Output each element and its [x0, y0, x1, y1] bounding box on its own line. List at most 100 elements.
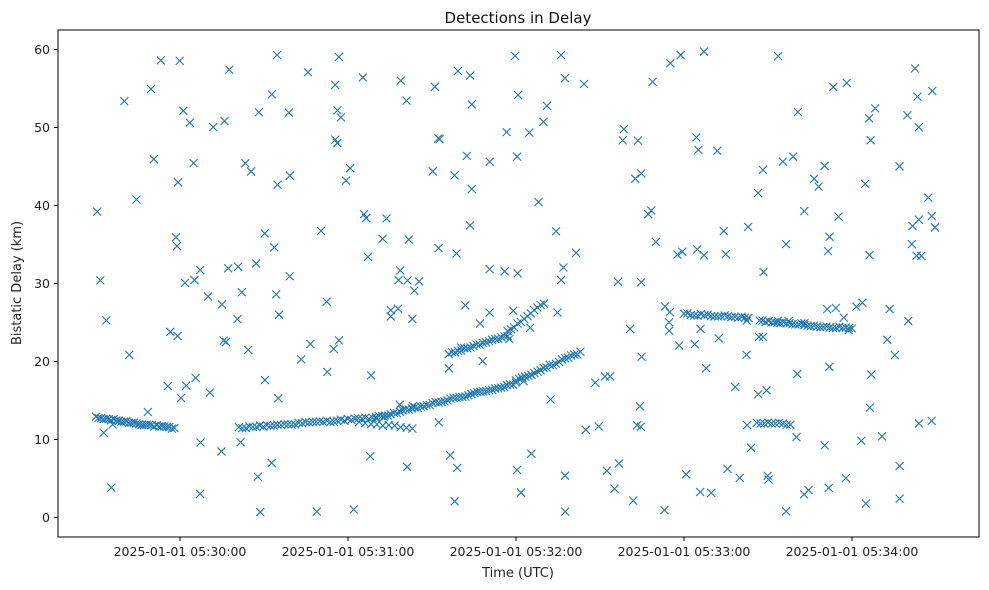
detection-point — [782, 420, 792, 430]
detection-point — [720, 311, 730, 320]
detection-point — [350, 414, 360, 424]
detection-point — [557, 355, 567, 364]
detection-point — [108, 420, 118, 429]
y-tick-label: 0 — [42, 510, 50, 525]
detection-point — [614, 459, 624, 468]
detection-point — [253, 472, 263, 482]
detection-point — [733, 313, 743, 323]
detection-point — [280, 419, 289, 429]
detection-point — [467, 99, 477, 109]
detection-point — [170, 423, 179, 433]
detection-point — [513, 268, 523, 278]
detection-point — [146, 84, 156, 94]
detection-point — [460, 300, 470, 310]
detection-point — [366, 371, 376, 380]
plot-area — [57, 29, 980, 538]
detection-point — [793, 107, 803, 117]
detection-point — [485, 308, 494, 317]
detection-point — [553, 308, 562, 317]
detection-point — [510, 51, 520, 61]
detection-point — [322, 297, 332, 307]
detection-point — [496, 383, 506, 392]
detection-point — [590, 378, 600, 388]
detection-point — [508, 306, 518, 316]
detection-point — [610, 484, 619, 494]
detection-point — [271, 289, 281, 299]
detection-point — [287, 420, 296, 429]
detection-point — [465, 71, 475, 80]
y-axis-label: Bistatic Delay (km) — [10, 221, 25, 345]
detection-point — [803, 321, 812, 330]
detection-point — [237, 287, 247, 297]
detection-point — [699, 47, 709, 56]
detection-point — [106, 483, 116, 493]
detection-point — [99, 428, 109, 438]
detection-point — [221, 337, 231, 347]
detection-point — [828, 82, 838, 92]
detection-point — [551, 226, 561, 236]
detection-point — [465, 221, 475, 230]
detection-point — [453, 66, 463, 76]
detection-point — [548, 360, 558, 370]
detection-point — [636, 422, 646, 432]
detection-point — [885, 304, 895, 314]
detection-point — [185, 118, 195, 128]
detection-point — [382, 214, 391, 223]
detection-point — [834, 212, 843, 221]
detection-point — [460, 392, 470, 401]
detection-point — [903, 110, 912, 120]
detection-point — [334, 335, 344, 345]
detection-point — [628, 496, 638, 506]
detection-point — [542, 101, 552, 111]
detection-point — [396, 76, 406, 85]
detection-point — [569, 350, 579, 359]
detection-point — [505, 380, 515, 389]
x-tick-label: 2025-01-01 05:30:00 — [114, 544, 247, 559]
detection-point — [189, 158, 198, 168]
detection-point — [781, 239, 791, 249]
detection-point — [773, 316, 783, 326]
detection-point — [758, 165, 768, 175]
detection-point — [771, 418, 780, 428]
detection-point — [719, 226, 729, 236]
detection-point — [910, 64, 920, 73]
detection-point — [560, 353, 570, 363]
detection-point — [594, 421, 604, 431]
detection-point — [516, 488, 526, 498]
detection-point — [450, 170, 459, 180]
detection-point — [190, 275, 199, 285]
detection-point — [334, 52, 344, 62]
detection-point — [294, 418, 303, 428]
detection-point — [149, 154, 159, 164]
detection-point — [778, 157, 788, 167]
detection-point — [556, 275, 566, 285]
detection-point — [706, 311, 716, 321]
detection-point — [237, 423, 247, 433]
y-axis: 0 10 20 30 40 50 60 — [34, 42, 58, 525]
detection-point — [619, 124, 629, 134]
detection-point — [792, 369, 802, 379]
detection-point — [403, 276, 412, 285]
detection-point — [437, 397, 446, 407]
detection-point — [742, 420, 752, 430]
detection-point — [233, 262, 243, 272]
detection-point — [799, 489, 809, 499]
detection-point — [699, 250, 709, 260]
detection-point — [665, 307, 675, 317]
detection-point — [262, 420, 272, 430]
detection-point — [809, 174, 819, 184]
detection-point — [92, 207, 102, 217]
detection-point — [167, 424, 177, 433]
detection-point — [844, 323, 854, 333]
detection-point — [330, 80, 340, 90]
detection-point — [413, 403, 423, 413]
detection-point — [219, 336, 229, 345]
detection-point — [633, 136, 643, 146]
detection-point — [581, 425, 591, 435]
detection-point — [637, 352, 646, 362]
detection-point — [759, 419, 769, 428]
detection-point — [723, 464, 732, 474]
detection-point — [251, 259, 261, 268]
detection-point — [378, 234, 388, 244]
